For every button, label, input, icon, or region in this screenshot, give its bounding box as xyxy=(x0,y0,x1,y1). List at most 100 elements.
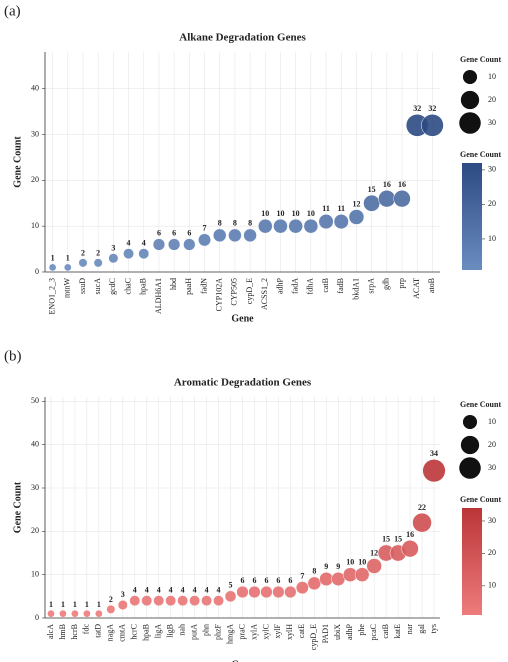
y-tick-label: 40 xyxy=(31,439,39,448)
bubble xyxy=(71,609,79,618)
bubble xyxy=(318,214,334,230)
x-tick-label: hcrC xyxy=(130,624,139,640)
y-tick-label: 20 xyxy=(31,526,39,535)
x-tick-label: sucA xyxy=(93,278,102,295)
data-label: 1 xyxy=(51,254,55,263)
data-label: 16 xyxy=(406,530,414,539)
bubble xyxy=(212,228,227,243)
size-legend-label: 20 xyxy=(488,95,496,104)
size-legend-marker xyxy=(460,435,480,455)
x-tick-label: ubiX xyxy=(333,624,342,640)
size-legend-label: 10 xyxy=(488,417,496,426)
bubble xyxy=(348,209,365,225)
y-tick-label: 30 xyxy=(31,129,39,138)
x-tick-label: hpaB xyxy=(142,624,151,641)
x-tick-label: catE xyxy=(297,624,306,638)
bubble xyxy=(165,595,177,607)
x-tick-label: cmtA xyxy=(118,624,127,642)
data-label: 8 xyxy=(248,219,252,228)
x-tick-label: mtnW xyxy=(63,278,72,298)
bubble xyxy=(319,571,334,587)
data-label: 6 xyxy=(252,576,256,585)
data-label: 6 xyxy=(276,576,280,585)
bubble xyxy=(138,248,150,260)
bubble xyxy=(152,238,166,251)
x-tick-label: nah xyxy=(177,624,186,636)
x-axis-label: Gene xyxy=(231,313,254,324)
data-label: 32 xyxy=(413,104,421,113)
data-label: 10 xyxy=(261,209,269,218)
bubble xyxy=(366,558,382,574)
data-label: 4 xyxy=(127,238,131,247)
data-label: 2 xyxy=(109,595,113,604)
bubble xyxy=(333,214,349,230)
data-label: 10 xyxy=(358,557,366,566)
bubble xyxy=(153,595,165,607)
x-tick-label: xylA xyxy=(249,624,258,640)
y-tick-label: 10 xyxy=(31,221,39,230)
bubble xyxy=(422,459,446,483)
panel-label: (b) xyxy=(4,348,22,364)
bubble xyxy=(108,253,119,264)
data-label: 1 xyxy=(61,600,65,609)
x-tick-label: cypD_E xyxy=(245,278,254,304)
chart-title: Aromatic Degradation Genes xyxy=(174,377,312,389)
data-label: 2 xyxy=(96,248,100,257)
data-label: 22 xyxy=(418,503,426,512)
x-tick-label: katE xyxy=(393,624,402,639)
x-tick-label: catB xyxy=(321,278,330,293)
x-tick-label: pcaC xyxy=(369,624,378,640)
data-label: 7 xyxy=(203,224,207,233)
y-tick-label: 40 xyxy=(31,83,39,92)
x-tick-label: tys xyxy=(429,624,438,633)
chart-title: Alkane Degradation Genes xyxy=(179,32,306,44)
bubble xyxy=(273,218,288,234)
data-label: 9 xyxy=(336,562,340,571)
bubble xyxy=(401,540,419,558)
x-tick-label: fdhA xyxy=(306,278,315,295)
bubble xyxy=(201,595,213,607)
x-tick-label: fdc xyxy=(82,624,91,635)
size-legend-label: 30 xyxy=(488,118,496,127)
data-label: 6 xyxy=(288,576,292,585)
colorbar-tick-label: 30 xyxy=(488,165,496,174)
bubble xyxy=(59,609,67,618)
data-label: 16 xyxy=(398,180,406,189)
data-label: 12 xyxy=(370,548,378,557)
bubble xyxy=(106,604,116,614)
bubble xyxy=(47,609,55,618)
x-tick-label: ALDH6A1 xyxy=(154,278,163,314)
bubble xyxy=(78,258,88,268)
data-label: 1 xyxy=(66,254,70,263)
bubble xyxy=(117,599,128,611)
data-label: 7 xyxy=(300,571,304,580)
colorbar xyxy=(462,508,482,615)
data-label: 6 xyxy=(157,228,161,237)
data-label: 15 xyxy=(394,535,402,544)
data-label: 1 xyxy=(49,600,53,609)
y-tick-label: 0 xyxy=(35,613,39,622)
bubble xyxy=(95,609,103,618)
size-legend-title: Gene Count xyxy=(460,400,501,409)
bubble xyxy=(412,512,432,533)
colorbar-tick-label: 30 xyxy=(488,516,496,525)
size-legend-label: 30 xyxy=(488,463,496,472)
x-tick-label: PAD1 xyxy=(321,624,330,643)
x-tick-label: gdh xyxy=(382,278,391,290)
data-label: 10 xyxy=(292,209,300,218)
data-label: 12 xyxy=(352,199,360,208)
bubble xyxy=(393,190,411,208)
bubble xyxy=(63,263,72,272)
size-legend-marker xyxy=(460,90,480,110)
panel-label: (a) xyxy=(4,3,21,19)
x-tick-label: ligB xyxy=(166,624,175,638)
bubble xyxy=(378,190,396,208)
x-tick-label: alcA xyxy=(46,624,55,639)
bubble xyxy=(284,585,297,599)
x-tick-label: atoB xyxy=(427,278,436,293)
bubble xyxy=(177,595,189,607)
x-tick-label: srpA xyxy=(366,278,375,294)
colorbar-tick-label: 20 xyxy=(488,199,496,208)
data-label: 16 xyxy=(383,180,391,189)
